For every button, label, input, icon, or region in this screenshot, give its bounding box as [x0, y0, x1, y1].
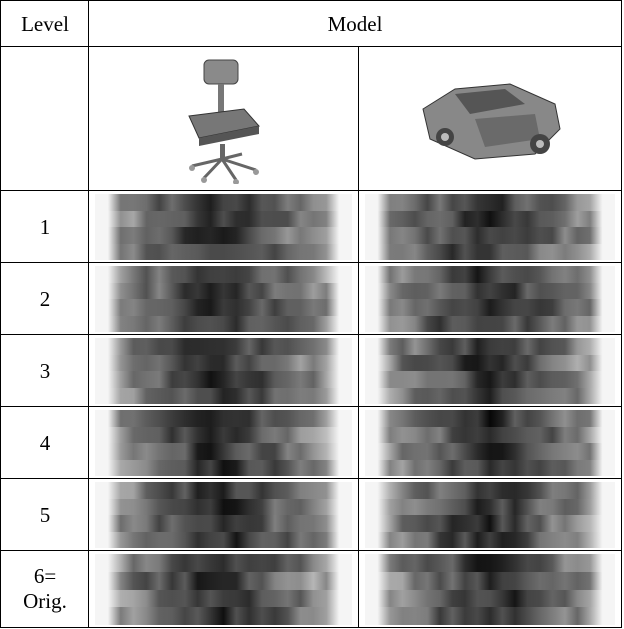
histogram-band — [365, 499, 615, 516]
level-label: 3 — [40, 359, 51, 384]
histogram-cell — [358, 334, 622, 407]
histogram-band — [95, 316, 352, 333]
histogram-band — [365, 410, 615, 427]
histogram-cell — [88, 190, 359, 263]
histogram-band — [365, 316, 615, 333]
histogram-band — [95, 355, 352, 372]
histogram-band — [365, 194, 615, 211]
header-cell: Model — [88, 0, 622, 47]
histogram-band — [365, 211, 615, 228]
histogram-band — [365, 283, 615, 300]
histogram-band — [365, 532, 615, 549]
histogram-band — [95, 554, 352, 572]
histogram-band — [95, 607, 352, 625]
histogram-band — [95, 299, 352, 316]
level-cell: 5 — [0, 478, 89, 551]
histogram-band — [95, 194, 352, 211]
level-cell: 4 — [0, 406, 89, 479]
histogram-band — [95, 388, 352, 405]
histogram-image — [95, 266, 352, 332]
histogram-band — [365, 607, 615, 625]
histogram-band — [365, 244, 615, 261]
histogram-band — [365, 460, 615, 477]
histogram-band — [365, 266, 615, 283]
histogram-band — [95, 266, 352, 283]
histogram-cell — [88, 262, 359, 335]
histogram-band — [95, 427, 352, 444]
histogram-image — [95, 482, 352, 548]
histogram-cell — [358, 190, 622, 263]
histogram-band — [95, 371, 352, 388]
level-label: Orig. — [23, 589, 67, 614]
histogram-cell — [358, 550, 622, 628]
histogram-cell — [88, 478, 359, 551]
histogram-band — [95, 443, 352, 460]
histogram-band — [365, 338, 615, 355]
histogram-cell — [358, 406, 622, 479]
histogram-cell — [358, 262, 622, 335]
table: Level Model 1 2 3 4 5 6=Orig. — [0, 0, 622, 628]
level-label: 4 — [40, 431, 51, 456]
histogram-band — [95, 460, 352, 477]
histogram-band — [95, 338, 352, 355]
histogram-band — [95, 499, 352, 516]
level-cell: 3 — [0, 334, 89, 407]
image-cell — [88, 46, 359, 191]
level-cell: 2 — [0, 262, 89, 335]
histogram-band — [365, 227, 615, 244]
histogram-cell — [358, 478, 622, 551]
histogram-band — [365, 590, 615, 608]
empty-cell — [0, 46, 89, 191]
level-label: 1 — [40, 215, 51, 240]
histogram-image — [365, 338, 615, 404]
level-label: 5 — [40, 503, 51, 528]
histogram-image — [95, 554, 352, 625]
histogram-band — [365, 355, 615, 372]
level-label: 6= — [34, 564, 56, 589]
histogram-band — [95, 211, 352, 228]
level-label: 2 — [40, 287, 51, 312]
histogram-image — [365, 482, 615, 548]
histogram-band — [365, 515, 615, 532]
histogram-cell — [88, 334, 359, 407]
histogram-band — [365, 572, 615, 590]
histogram-band — [365, 371, 615, 388]
histogram-band — [365, 482, 615, 499]
histogram-image — [95, 338, 352, 404]
histogram-band — [365, 427, 615, 444]
header-text: Model — [328, 12, 383, 37]
histogram-band — [365, 443, 615, 460]
histogram-band — [95, 244, 352, 261]
histogram-band — [365, 554, 615, 572]
histogram-band — [95, 410, 352, 427]
car-image — [415, 69, 565, 169]
histogram-band — [365, 299, 615, 316]
histogram-band — [95, 283, 352, 300]
histogram-band — [95, 572, 352, 590]
histogram-image — [365, 194, 615, 260]
histogram-image — [365, 410, 615, 476]
histogram-band — [95, 482, 352, 499]
header-cell: Level — [0, 0, 89, 47]
histogram-cell — [88, 406, 359, 479]
level-cell: 6=Orig. — [0, 550, 89, 628]
image-cell — [358, 46, 622, 191]
level-cell: 1 — [0, 190, 89, 263]
chair-image — [174, 54, 274, 184]
histogram-image — [95, 194, 352, 260]
histogram-image — [95, 410, 352, 476]
histogram-band — [95, 590, 352, 608]
histogram-image — [365, 266, 615, 332]
histogram-band — [95, 532, 352, 549]
header-text: Level — [21, 12, 69, 37]
histogram-band — [365, 388, 615, 405]
histogram-cell — [88, 550, 359, 628]
histogram-band — [95, 515, 352, 532]
histogram-band — [95, 227, 352, 244]
histogram-image — [365, 554, 615, 625]
